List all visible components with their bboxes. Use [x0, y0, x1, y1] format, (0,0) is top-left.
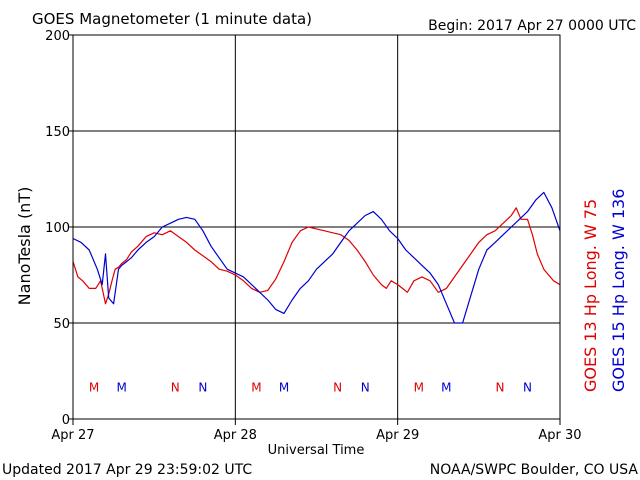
source-credit: NOAA/SWPC Boulder, CO USA [430, 462, 639, 478]
y-tick-label: 100 [45, 221, 70, 236]
y-axis-ticks: 0 50 100 150 200 [45, 29, 73, 428]
time-marker-m: M [441, 380, 451, 394]
x-tick-label: Apr 30 [538, 428, 581, 443]
y-tick-label: 0 [62, 413, 70, 428]
y-tick-label: 200 [45, 29, 70, 44]
time-marker-m: M [117, 380, 127, 394]
x-axis-label: Universal Time [268, 443, 365, 458]
series-line-goes13 [72, 207, 561, 305]
x-tick-label: Apr 29 [376, 428, 419, 443]
time-marker-n: N [523, 380, 532, 394]
time-marker-m: M [89, 380, 99, 394]
y-tick-label: 150 [45, 125, 70, 140]
series-lines [72, 191, 561, 324]
legend-goes15: GOES 15 Hp Long. W 136 [609, 189, 628, 392]
time-marker-m: M [251, 380, 261, 394]
plot-frame [72, 34, 561, 420]
y-tick-label: 50 [53, 317, 70, 332]
series-line-goes15 [72, 191, 561, 324]
time-marker-n: N [198, 380, 207, 394]
x-tick-label: Apr 27 [51, 428, 94, 443]
updated-timestamp: Updated 2017 Apr 29 23:59:02 UTC [2, 462, 252, 478]
x-tick-label: Apr 28 [214, 428, 257, 443]
time-marker-n: N [333, 380, 342, 394]
x-axis-ticks: Apr 27 Apr 28 Apr 29 Apr 30 [51, 419, 582, 443]
time-marker-m: M [414, 380, 424, 394]
legend-goes13: GOES 13 Hp Long. W 75 [581, 199, 600, 392]
time-marker-n: N [361, 380, 370, 394]
y-axis-label: NanoTesla (nT) [15, 187, 34, 306]
chart-title: GOES Magnetometer (1 minute data) [32, 10, 312, 28]
time-marker-m: M [279, 380, 289, 394]
grid [73, 35, 560, 419]
time-marker-n: N [171, 380, 180, 394]
time-marker-n: N [495, 380, 504, 394]
begin-label: Begin: 2017 Apr 27 0000 UTC [428, 18, 636, 34]
